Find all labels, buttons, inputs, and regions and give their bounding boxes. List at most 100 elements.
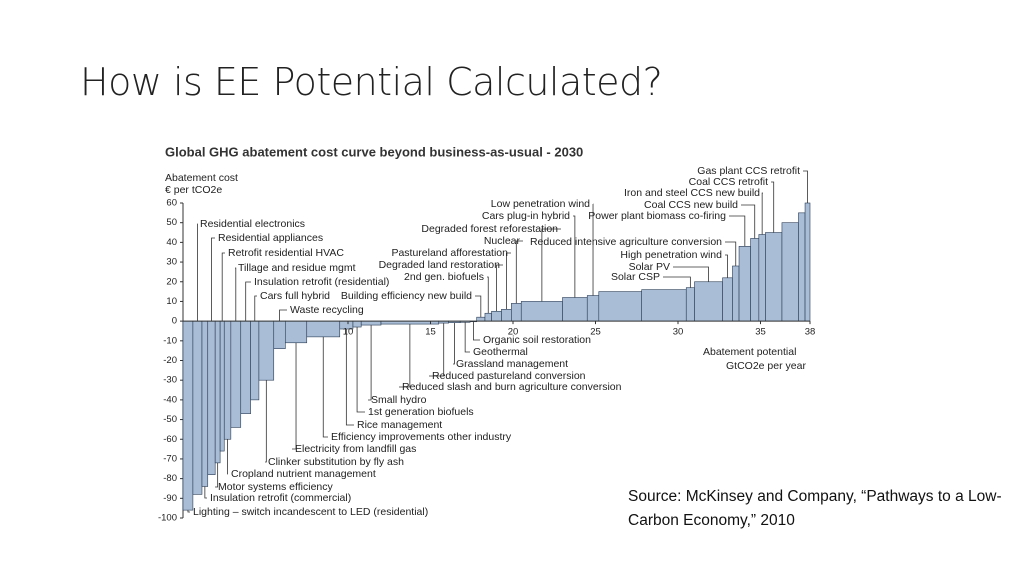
leader-line — [399, 324, 411, 388]
y-tick-label: 40 — [166, 237, 177, 248]
y-tick-label: -10 — [163, 335, 177, 346]
x-tick-label: 20 — [508, 327, 519, 338]
category-label: Solar PV — [629, 261, 670, 273]
category-label: Efficiency improvements other industry — [331, 431, 512, 443]
category-label: Building efficiency new build — [341, 290, 472, 302]
bar — [258, 320, 275, 381]
category-label: Insulation retrofit (residential) — [254, 276, 389, 288]
bar — [240, 320, 251, 414]
leader-line — [464, 322, 470, 353]
category-label: Coal CCS retrofit — [689, 176, 768, 188]
y-tick-label: -100 — [158, 513, 177, 524]
leader-line — [673, 266, 709, 282]
category-label: Retrofit residential HVAC — [228, 247, 344, 259]
leader-line — [761, 192, 763, 235]
category-label: High penetration wind — [620, 249, 722, 261]
category-label: Electricity from landfill gas — [295, 443, 416, 455]
leader-line — [472, 321, 480, 341]
bar — [750, 238, 760, 322]
y-axis-label: € per tCO2e — [165, 184, 222, 196]
leader-line — [453, 322, 455, 365]
x-tick-label: 25 — [590, 327, 601, 338]
bar — [360, 320, 382, 326]
bar — [501, 309, 512, 322]
bar — [192, 320, 203, 495]
category-label: Cropland nutrient management — [231, 468, 376, 480]
bar — [738, 246, 751, 322]
bar — [598, 291, 642, 322]
slide-title: How is EE Potential Calculated? — [80, 60, 663, 104]
leader-line — [429, 323, 445, 377]
leader-line — [663, 276, 691, 288]
category-label: Geothermal — [473, 346, 528, 358]
leader-line — [322, 336, 328, 438]
category-label: Organic soil restoration — [483, 334, 591, 346]
leader-line — [541, 228, 561, 302]
category-label: Iron and steel CCS new build — [624, 187, 760, 199]
bar — [758, 234, 766, 322]
leader-line — [211, 237, 215, 322]
leader-line — [573, 215, 576, 298]
category-label: Reduced pastureland conversion — [432, 370, 586, 382]
category-label: Nuclear — [484, 235, 521, 247]
category-label: Small hydro — [371, 394, 427, 406]
leader-line — [729, 215, 746, 247]
leader-line — [254, 295, 257, 322]
y-tick-label: 30 — [166, 257, 177, 268]
x-tick-label: 38 — [805, 327, 816, 338]
bar — [685, 287, 695, 322]
y-tick-label: -90 — [163, 493, 177, 504]
bar — [476, 316, 486, 322]
bar — [273, 320, 286, 349]
bar — [694, 281, 723, 322]
x-axis-label: GtCO2e per year — [726, 360, 806, 372]
x-tick-label: 15 — [425, 327, 436, 338]
bar — [511, 303, 522, 322]
category-label: Pastureland afforestation — [391, 247, 508, 259]
category-label: Grassland management — [456, 358, 568, 370]
y-tick-label: 0 — [172, 316, 177, 327]
category-label: Insulation retrofit (commercial) — [210, 492, 351, 504]
leader-line — [245, 281, 251, 322]
y-tick-label: -70 — [163, 453, 177, 464]
category-label: Gas plant CCS retrofit — [697, 165, 800, 177]
leader-line — [204, 486, 207, 499]
bar — [284, 320, 308, 344]
leader-line — [265, 380, 267, 463]
bar — [765, 232, 783, 322]
category-label: 1st generation biofuels — [368, 406, 474, 418]
bar — [804, 202, 811, 322]
bar — [491, 310, 502, 322]
leader-line — [771, 181, 775, 233]
leader-line — [475, 295, 482, 318]
bar — [562, 297, 588, 322]
leader-line — [803, 170, 808, 203]
bar — [732, 265, 740, 322]
bar — [306, 320, 341, 338]
leader-line — [725, 241, 737, 266]
bar — [641, 289, 687, 322]
leader-line — [496, 264, 503, 312]
y-tick-label: -50 — [163, 414, 177, 425]
chart-title: Global GHG abatement cost curve beyond b… — [165, 144, 583, 159]
y-tick-label: -20 — [163, 355, 177, 366]
bar — [798, 212, 806, 322]
leader-line — [368, 325, 372, 401]
y-tick-label: 50 — [166, 217, 177, 228]
leader-line — [221, 252, 225, 322]
leader-line — [292, 342, 297, 450]
bar — [520, 301, 563, 322]
category-label: Cars full hybrid — [260, 290, 330, 302]
y-tick-label: 60 — [166, 198, 177, 209]
y-tick-label: 10 — [166, 296, 177, 307]
y-axis-label: Abatement cost — [165, 172, 238, 184]
bar — [223, 320, 232, 440]
category-label: Motor systems efficiency — [218, 481, 334, 493]
category-label: Waste recycling — [290, 304, 364, 316]
category-label: Rice management — [357, 419, 442, 431]
leader-line — [356, 327, 365, 413]
bar — [250, 320, 260, 401]
category-label: Coal CCS new build — [644, 199, 738, 211]
y-tick-label: -80 — [163, 473, 177, 484]
